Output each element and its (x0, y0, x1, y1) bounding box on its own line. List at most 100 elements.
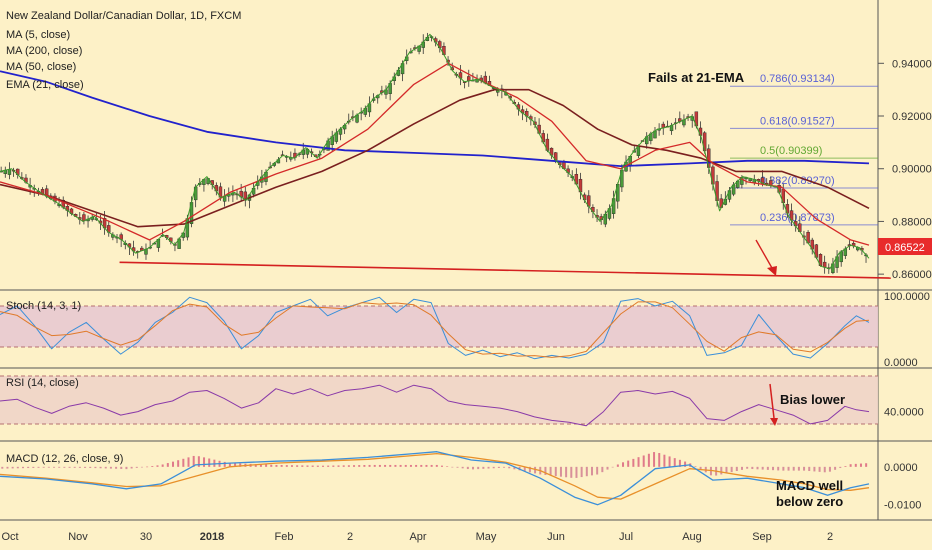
time-tick-label: Sep (752, 531, 772, 543)
time-tick-label: May (476, 531, 497, 543)
macd-histogram-bar (446, 466, 449, 467)
rsi-band (0, 376, 878, 424)
macd-histogram-bar (668, 456, 671, 467)
macd-histogram-bar (213, 459, 216, 467)
time-tick-label: Aug (682, 531, 702, 543)
macd-histogram-bar (384, 464, 387, 467)
macd-histogram-bar (859, 463, 862, 467)
macd-histogram-bar (68, 466, 71, 468)
macd-histogram-bar (834, 466, 837, 470)
price-tick-label: 0.92000 (892, 111, 932, 123)
macd-histogram-bar (508, 466, 511, 469)
macd-histogram-bar (601, 466, 604, 473)
macd-histogram-bar (777, 466, 780, 471)
price-arrow (755, 239, 773, 269)
macd-histogram-bar (534, 466, 537, 474)
macd-histogram-bar (730, 466, 733, 473)
macd-histogram-bar (596, 466, 599, 475)
macd-histogram-bar (347, 465, 350, 467)
macd-histogram-bar (772, 466, 775, 471)
macd-histogram-bar (647, 453, 650, 467)
annotation-macd-line2: below zero (776, 494, 843, 509)
candle-body (839, 251, 843, 263)
bias-arrow-head (770, 418, 778, 426)
macd-tick-label: -0.0100 (884, 500, 921, 512)
macd-histogram-bar (565, 466, 568, 478)
macd-signal-line (0, 452, 870, 500)
macd-histogram-bar (208, 458, 211, 467)
macd-histogram-bar (839, 466, 842, 468)
macd-histogram-bar (306, 465, 309, 467)
last-price-value: 0.86522 (885, 242, 925, 254)
macd-histogram-bar (456, 466, 459, 468)
macd-histogram-bar (296, 465, 299, 467)
macd-legend: MACD (12, 26, close, 9) (6, 453, 123, 465)
macd-histogram-bar (11, 466, 14, 469)
macd-histogram-bar (782, 466, 785, 471)
time-tick-label: Apr (409, 531, 426, 543)
macd-histogram-bar (373, 464, 376, 467)
macd-histogram-bar (332, 465, 335, 467)
macd-histogram-bar (575, 466, 578, 478)
support-trendline (119, 261, 891, 279)
macd-histogram-bar (228, 463, 231, 467)
macd-histogram-bar (290, 465, 293, 467)
macd-histogram-bar (322, 465, 325, 467)
price-tick-label: 0.88000 (892, 216, 932, 228)
time-tick-label: Oct (1, 531, 18, 543)
macd-histogram-bar (399, 464, 402, 467)
macd-histogram-bar (756, 466, 759, 470)
macd-histogram-bar (104, 466, 107, 469)
macd-histogram-bar (6, 466, 9, 469)
macd-histogram-bar (94, 466, 97, 469)
macd-histogram-bar (89, 466, 92, 468)
time-tick-label: 2018 (200, 531, 224, 543)
rsi-legend: RSI (14, close) (6, 377, 79, 389)
macd-histogram-bar (275, 464, 278, 467)
macd-histogram-bar (813, 466, 816, 472)
macd-histogram-bar (42, 466, 45, 468)
macd-histogram-bar (265, 464, 268, 467)
price-arrow-head (767, 266, 777, 276)
macd-histogram-bar (461, 466, 464, 469)
macd-histogram-bar (280, 465, 283, 467)
macd-histogram-bar (353, 465, 356, 467)
annotation-fails-ema: Fails at 21-EMA (648, 70, 745, 85)
macd-histogram-bar (797, 466, 800, 471)
price-tick-label: 0.90000 (892, 164, 932, 176)
macd-histogram-bar (27, 466, 30, 469)
macd-histogram-bar (301, 465, 304, 467)
macd-histogram-bar (678, 459, 681, 467)
macd-histogram-bar (182, 458, 185, 467)
price-tick-label: 0.86000 (892, 269, 932, 281)
macd-histogram-bar (803, 466, 806, 471)
annotation-macd-line1: MACD well (776, 478, 843, 493)
macd-histogram-bar (109, 466, 112, 469)
macd-histogram-bar (673, 458, 676, 467)
macd-histogram-bar (503, 466, 506, 468)
macd-histogram-bar (135, 466, 138, 468)
macd-histogram-bar (792, 466, 795, 471)
macd-histogram-bar (78, 466, 81, 468)
macd-histogram-bar (606, 466, 609, 470)
macd-histogram-bar (430, 464, 433, 467)
macd-histogram-bar (99, 466, 102, 469)
ma200-line (0, 70, 870, 168)
time-tick-label: Jun (547, 531, 565, 543)
macd-histogram-bar (311, 465, 314, 467)
annotation-bias-lower: Bias lower (780, 392, 845, 407)
rsi-tick-label: 40.0000 (884, 407, 924, 419)
macd-histogram-bar (611, 466, 614, 468)
macd-histogram-bar (544, 466, 547, 475)
macd-histogram-bar (140, 466, 143, 468)
legend-ma200: MA (200, close) (6, 45, 82, 57)
macd-histogram-bar (130, 466, 133, 469)
time-tick-label: 30 (140, 531, 152, 543)
macd-histogram-bar (32, 466, 35, 468)
fib-label: 0.618(0.91527) (760, 115, 835, 127)
macd-histogram-bar (865, 463, 868, 467)
macd-histogram-bar (337, 465, 340, 467)
macd-histogram-bar (177, 460, 180, 467)
